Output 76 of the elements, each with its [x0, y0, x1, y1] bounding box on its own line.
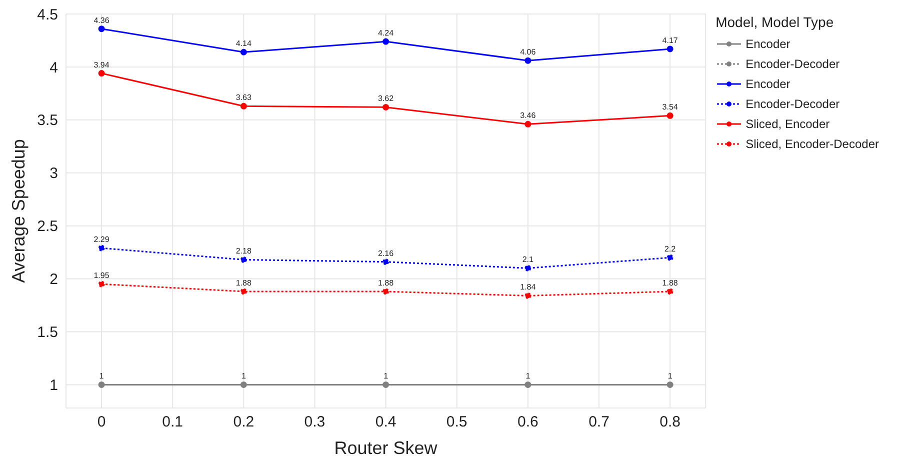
y-tick-label: 1.5: [37, 324, 58, 342]
data-label: 3.62: [378, 94, 394, 104]
legend-label: Encoder-Decoder: [746, 57, 840, 71]
point: [666, 254, 674, 261]
legend-label: Encoder-Decoder: [746, 97, 840, 111]
data-label: 2.1: [522, 255, 534, 264]
point: [524, 57, 532, 64]
x-tick-label: 0.6: [518, 414, 538, 431]
x-tick-label: 0.3: [304, 414, 326, 431]
legend-title: Model, Model Type: [716, 14, 835, 30]
legend-label: Sliced, Encoder-Decoder: [746, 137, 879, 151]
data-label: 4.36: [94, 16, 110, 25]
point: [666, 46, 674, 52]
point: [382, 288, 390, 295]
point: [666, 381, 674, 388]
data-label: 3.46: [520, 111, 536, 120]
point: [524, 292, 532, 299]
x-tick-label: 0.2: [233, 414, 254, 431]
data-label: 1.84: [520, 282, 536, 292]
point: [98, 70, 105, 77]
data-label: 3.94: [94, 60, 110, 70]
data-label: 4.14: [236, 39, 252, 48]
data-label: 1.88: [378, 278, 394, 288]
y-tick-label: 2: [50, 271, 58, 288]
data-label: 4.17: [662, 36, 678, 45]
point: [382, 258, 390, 266]
data-label: 1: [99, 372, 104, 381]
legend-label: Sliced, Encoder: [746, 117, 830, 131]
point: [382, 104, 390, 110]
data-label: 2.29: [94, 235, 110, 244]
data-label: 1: [241, 372, 246, 381]
point: [98, 244, 105, 252]
point: [382, 381, 390, 388]
legend-label: Encoder: [746, 77, 790, 91]
legend-label: Encoder: [746, 37, 790, 51]
y-tick-label: 4.5: [37, 6, 58, 24]
point: [240, 256, 247, 263]
point: [240, 48, 247, 56]
point: [98, 381, 105, 388]
point: [98, 280, 105, 288]
data-label: 1.95: [94, 271, 110, 280]
x-tick-label: 0: [97, 414, 106, 431]
data-label: 1.88: [662, 278, 678, 288]
point: [524, 264, 532, 272]
point: [524, 381, 532, 388]
data-label: 2.16: [378, 248, 394, 258]
y-tick-label: 4: [50, 59, 58, 76]
point: [524, 120, 532, 128]
data-label: 2.2: [664, 244, 676, 254]
y-axis-title: Average Speedup: [8, 139, 28, 283]
y-tick-label: 3: [50, 165, 58, 182]
x-tick-label: 0.1: [162, 414, 184, 431]
point: [240, 381, 247, 388]
point: [240, 102, 247, 110]
data-label: 2.18: [236, 246, 252, 256]
x-tick-label: 0.7: [588, 414, 610, 431]
data-label: 1: [384, 372, 389, 381]
data-label: 4.24: [378, 28, 394, 38]
point: [98, 26, 105, 32]
y-tick-label: 1: [50, 377, 58, 394]
x-tick-label: 0.8: [660, 414, 680, 431]
point: [666, 288, 674, 295]
y-tick-label: 3.5: [37, 112, 58, 130]
y-tick-label: 2.5: [37, 218, 58, 236]
point: [240, 288, 247, 295]
data-label: 4.06: [520, 48, 536, 57]
data-label: 3.54: [662, 102, 678, 112]
point: [382, 38, 390, 45]
point: [666, 112, 674, 119]
x-tick-label: 0.4: [375, 414, 396, 431]
data-label: 1.88: [236, 278, 252, 288]
data-label: 1: [668, 372, 673, 381]
data-label: 1: [526, 372, 531, 381]
x-tick-label: 0.5: [446, 414, 468, 431]
x-axis-title: Router Skew: [334, 438, 438, 458]
data-label: 3.63: [236, 93, 252, 102]
